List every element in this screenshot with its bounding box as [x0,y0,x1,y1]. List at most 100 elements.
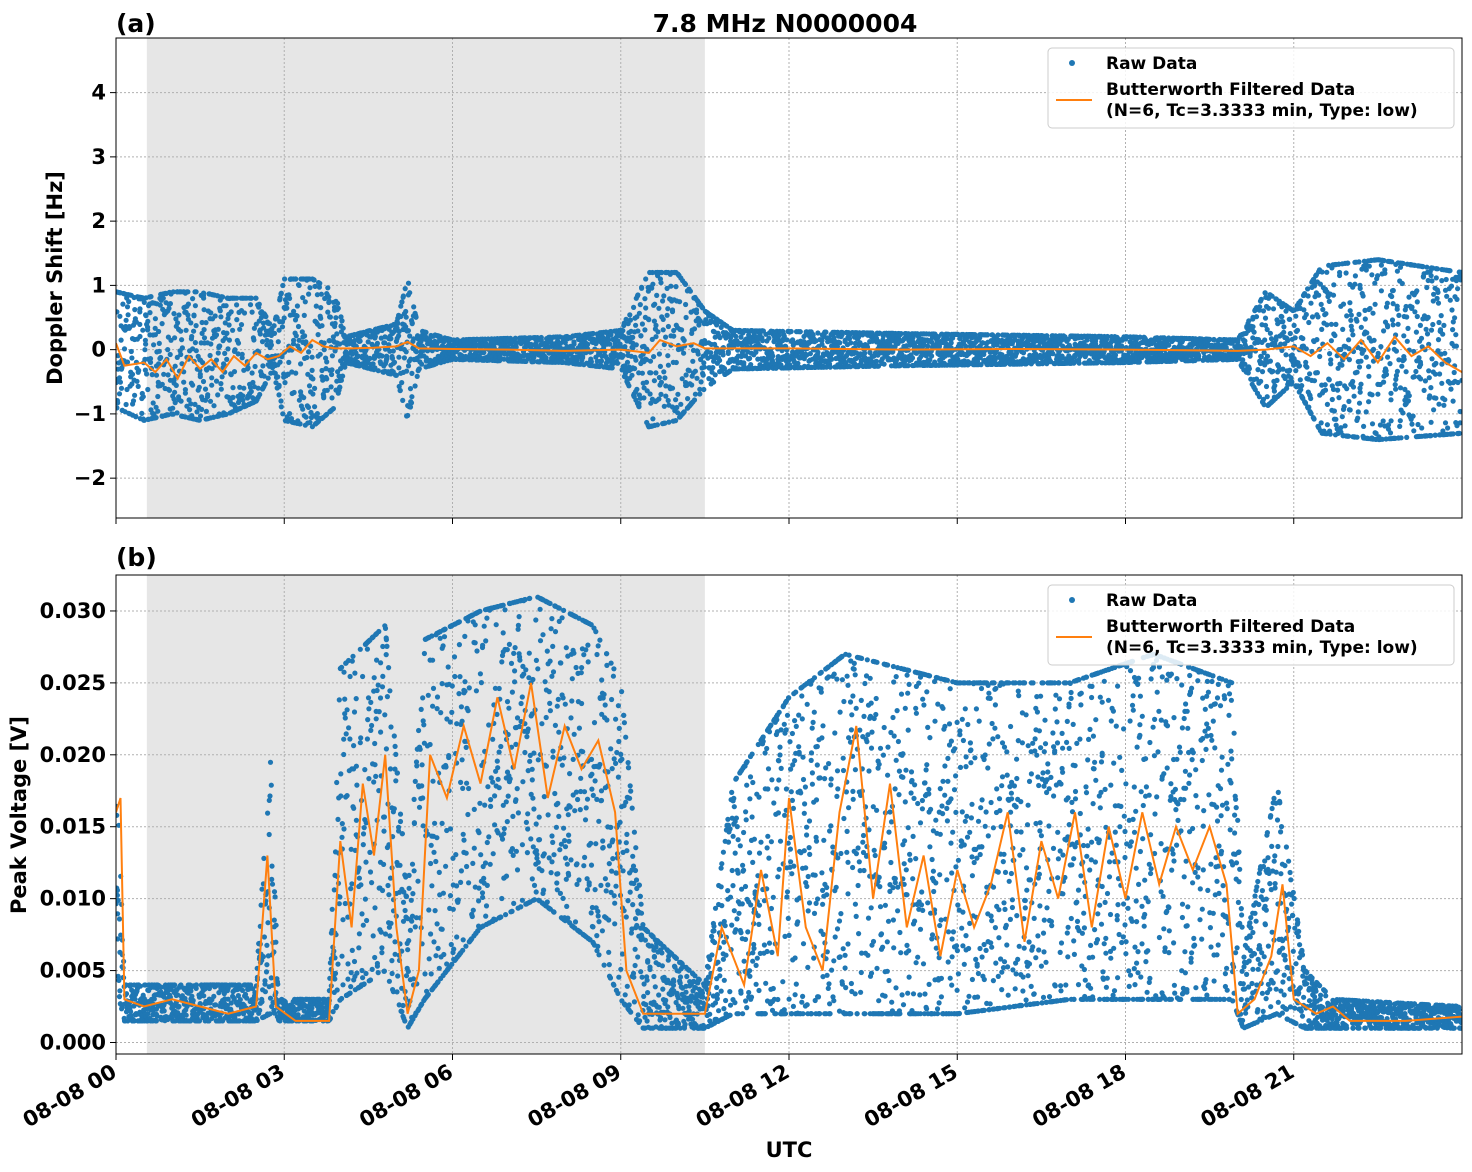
raw-data-point [237,326,243,332]
raw-data-point [292,317,299,323]
raw-data-point [637,302,643,308]
raw-data-point [910,335,916,341]
raw-data-point [278,290,284,296]
raw-data-point [321,395,327,401]
raw-data-point [411,336,417,342]
raw-data-point [161,371,167,377]
raw-data-point [329,395,335,401]
raw-data-point [1256,394,1262,400]
raw-data-point [1306,404,1312,410]
raw-data-point [733,333,739,339]
raw-data-point [770,353,776,359]
raw-data-point [1395,321,1401,327]
raw-data-point [280,282,286,289]
raw-data-point [1304,364,1310,370]
raw-data-point [1309,314,1316,320]
raw-data-point [1274,377,1280,383]
raw-data-point [784,337,790,343]
raw-data-point [645,288,652,294]
raw-data-point [712,372,718,378]
raw-data-point [766,335,772,341]
raw-data-point [365,339,371,345]
raw-data-point [234,302,240,308]
raw-data-point [1322,387,1329,393]
raw-data-point [390,348,396,354]
raw-data-point [748,362,754,368]
raw-data-point [1281,329,1287,335]
raw-data-point [130,398,137,404]
raw-data-point [1381,328,1387,334]
raw-data-point [636,400,642,407]
raw-data-point [512,335,519,341]
raw-data-point [1363,267,1369,273]
raw-data-point [211,403,217,409]
raw-data-point [201,290,207,296]
raw-data-point [1331,408,1337,414]
raw-data-point [755,336,761,342]
raw-data-point [643,379,650,385]
raw-data-point [1355,415,1361,421]
raw-data-point [1348,312,1354,318]
raw-data-point [287,411,293,417]
raw-data-point [710,365,716,371]
raw-data-point [265,375,271,381]
raw-data-point [662,375,668,381]
raw-data-point [661,293,667,299]
raw-data-point [208,310,214,316]
raw-data-point [116,391,123,397]
raw-data-point [1326,298,1332,304]
raw-data-point [697,391,703,397]
raw-data-point [145,324,151,330]
raw-data-point [1287,367,1293,373]
raw-data-point [1268,336,1275,342]
raw-data-point [345,351,351,357]
raw-data-point [403,349,409,355]
raw-data-point [1283,352,1289,358]
raw-data-point [1142,336,1148,342]
raw-data-point [1338,425,1344,431]
raw-data-point [1246,366,1252,372]
raw-data-point [124,359,131,365]
raw-data-point [340,325,346,331]
raw-data-point [225,346,231,352]
raw-data-point [156,348,162,354]
raw-data-point [1385,354,1391,360]
raw-data-point [200,378,207,385]
raw-data-point [408,400,415,406]
raw-data-point [256,301,262,307]
raw-data-point [303,414,309,420]
raw-data-point [543,355,549,361]
raw-data-point [697,318,703,324]
raw-data-point [725,349,731,355]
raw-data-point [286,359,292,365]
raw-data-point [276,392,282,398]
raw-data-point [328,384,334,390]
raw-data-point [129,381,135,387]
raw-data-point [1356,400,1363,406]
raw-data-point [140,327,146,333]
raw-data-point [1271,388,1277,394]
raw-data-point [1383,368,1389,374]
raw-data-point [334,331,340,337]
raw-data-point [656,305,662,311]
raw-data-point [142,337,148,343]
raw-data-point [1257,304,1263,310]
raw-data-point [658,280,664,286]
raw-data-point [116,405,120,411]
raw-data-point [132,307,138,313]
raw-data-point [166,387,173,393]
raw-data-point [1372,280,1378,286]
raw-data-point [222,335,228,341]
raw-data-point [279,324,286,330]
raw-data-point [1258,354,1264,360]
raw-data-point [1005,355,1011,362]
raw-data-point [1260,308,1267,314]
raw-data-point [654,422,661,428]
raw-data-point [823,329,829,335]
raw-data-point [681,350,687,356]
raw-data-point [1387,430,1394,436]
raw-data-point [1346,398,1352,404]
raw-data-point [1340,326,1346,332]
raw-data-point [1279,314,1285,320]
raw-data-point [1298,387,1304,393]
